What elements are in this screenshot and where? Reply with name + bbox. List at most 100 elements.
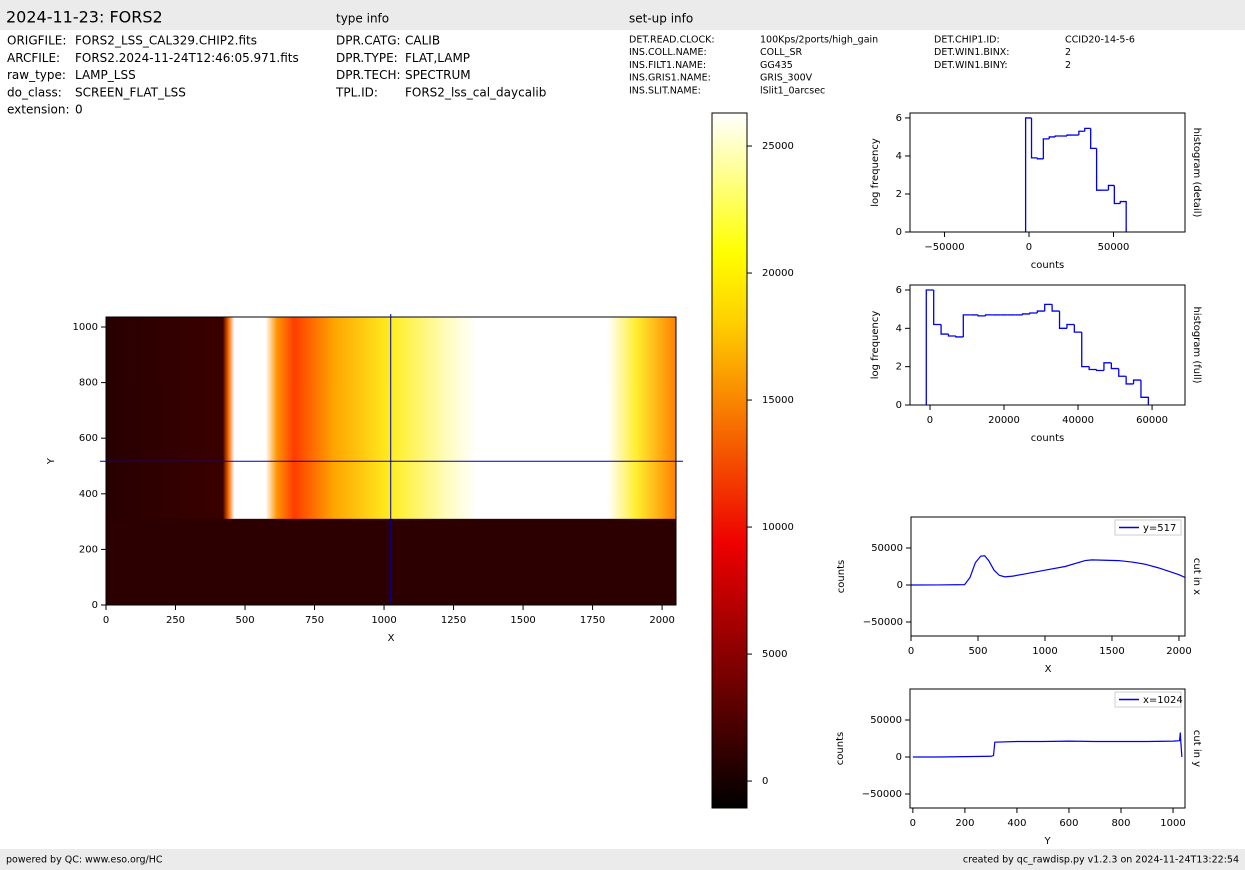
histogram-bin (1054, 135, 1062, 137)
y-tick-label: 25000 (762, 141, 794, 152)
chart: y=517 0 500 1000 1500 2000 −50000 0 50000 Xcounts… (836, 516, 1202, 675)
colorbar (712, 113, 747, 808)
y-tick-label: 0 (897, 580, 903, 591)
x-axis-label: X (388, 633, 395, 644)
axes-frame (909, 284, 1186, 406)
y-tick-label: 0 (896, 227, 902, 238)
x-tick-label: 1000 (1160, 818, 1185, 829)
histogram-bin (1036, 157, 1044, 160)
axes-frame (910, 516, 1186, 637)
histogram-bin (1084, 127, 1091, 132)
field-value: LAMP_LSS (75, 68, 136, 82)
cut-line (912, 732, 1183, 758)
field-key: DET.WIN1.BINY: (934, 60, 1008, 71)
x-tick-label: 500 (968, 646, 987, 657)
histogram-bin (1118, 368, 1127, 377)
histogram-bin (1095, 369, 1104, 372)
y-tick-label: 800 (79, 378, 98, 389)
histogram-bin (1051, 304, 1060, 312)
histogram-bin (1119, 200, 1127, 232)
y-tick-label: 15000 (762, 395, 794, 406)
y-tick-label: 4 (896, 151, 902, 162)
legend-label: x=1024 (1143, 695, 1183, 706)
y-tick-label: 10000 (762, 522, 794, 533)
legend-box (1114, 691, 1182, 708)
chart: x=1024 0 200 400 600 800 1000 −50000 0 50000 Ycoun… (835, 688, 1202, 847)
page-title: 2024-11-23: FORS2 (6, 8, 163, 27)
field-key: ORIGFILE: (7, 34, 66, 48)
field-key: DET.CHIP1.ID: (934, 35, 1000, 46)
y-axis-label: counts (836, 560, 847, 593)
histogram-bin (1113, 185, 1121, 205)
y-axis-label: log frequency (870, 138, 881, 207)
field-key: raw_type: (7, 68, 66, 82)
histogram-bin (1021, 313, 1030, 315)
field-key: INS.FILT1.NAME: (629, 60, 706, 71)
field-value: 2 (1065, 60, 1071, 71)
x-axis-label: Y (1043, 836, 1051, 847)
x-tick-label: 1250 (441, 615, 466, 626)
y-axis-label: Y (46, 457, 57, 465)
histogram-bin (1081, 332, 1090, 368)
x-tick-label: 20000 (988, 415, 1020, 426)
x-tick-label: 0 (927, 415, 933, 426)
field-key: DPR.TYPE: (336, 51, 398, 65)
histogram-bin (1058, 311, 1067, 329)
chart: 0 5000 10000 15000 20000 25000 (711, 112, 794, 809)
x-tick-label: 0 (1026, 242, 1032, 253)
chart: 0 20000 40000 60000 0 2 4 6 counts log frequency h… (870, 284, 1202, 444)
y-axis-label: counts (835, 732, 846, 765)
histogram-bin (955, 335, 964, 338)
footer-bar (0, 849, 1245, 870)
header-bar (0, 0, 1245, 30)
x-tick-label: 0 (910, 818, 916, 829)
histogram-bin (1088, 366, 1097, 371)
y-tick-label: −50000 (863, 617, 903, 628)
histogram-bin (933, 289, 942, 326)
right-label: cut in x (1191, 558, 1202, 595)
x-tick-label: 2000 (1166, 646, 1191, 657)
x-tick-label: 0 (103, 615, 109, 626)
field-value: 2 (1065, 47, 1071, 58)
y-tick-label: 0 (896, 400, 902, 411)
x-tick-label: 60000 (1136, 415, 1168, 426)
chart: 0 250 500 750 1000 1250 1500 1750 2000 0 200 400 600… (46, 314, 683, 644)
x-tick-label: 600 (1059, 818, 1078, 829)
x-tick-label: 1000 (1032, 646, 1057, 657)
x-tick-label: 800 (1111, 818, 1130, 829)
histogram-bin (1090, 128, 1097, 150)
field-value: FORS2.2024-11-24T12:46:05.971.fits (75, 51, 299, 65)
y-tick-label: 0 (896, 752, 902, 763)
y-tick-label: 5000 (762, 649, 787, 660)
y-tick-label: 2 (896, 189, 902, 200)
field-value: FORS2_lss_cal_daycalib (405, 85, 546, 99)
x-tick-label: 0 (908, 646, 914, 657)
field-key: TPL.ID: (335, 85, 378, 99)
histogram-bin (1036, 310, 1045, 313)
y-tick-label: −50000 (862, 789, 902, 800)
field-key: INS.SLIT.NAME: (629, 85, 701, 96)
field-value: 0 (75, 103, 83, 117)
y-tick-label: 4 (896, 323, 902, 334)
field-value: SCREEN_FLAT_LSS (75, 85, 186, 99)
field-value: lSlit1_0arcsec (760, 85, 825, 96)
field-value: GG435 (760, 60, 793, 71)
field-key: do_class: (7, 85, 62, 99)
y-axis-label: log frequency (870, 311, 881, 380)
axes-frame (105, 316, 677, 606)
field-key: ARCFILE: (7, 51, 60, 65)
y-tick-label: 6 (896, 113, 902, 124)
field-key: extension: (7, 103, 70, 117)
x-tick-label: 40000 (1062, 415, 1094, 426)
histogram-bin (977, 314, 986, 317)
histogram-bin (1029, 312, 1038, 314)
histogram-bin (1103, 362, 1112, 371)
field-value: FORS2_LSS_CAL329.CHIP2.fits (75, 34, 257, 48)
y-tick-label: 6 (896, 285, 902, 296)
y-tick-label: 600 (79, 433, 98, 444)
field-key: DPR.TECH: (336, 68, 401, 82)
histogram-bin (1132, 379, 1141, 384)
histogram-bin (1048, 136, 1056, 139)
histogram-bin (1030, 117, 1038, 159)
